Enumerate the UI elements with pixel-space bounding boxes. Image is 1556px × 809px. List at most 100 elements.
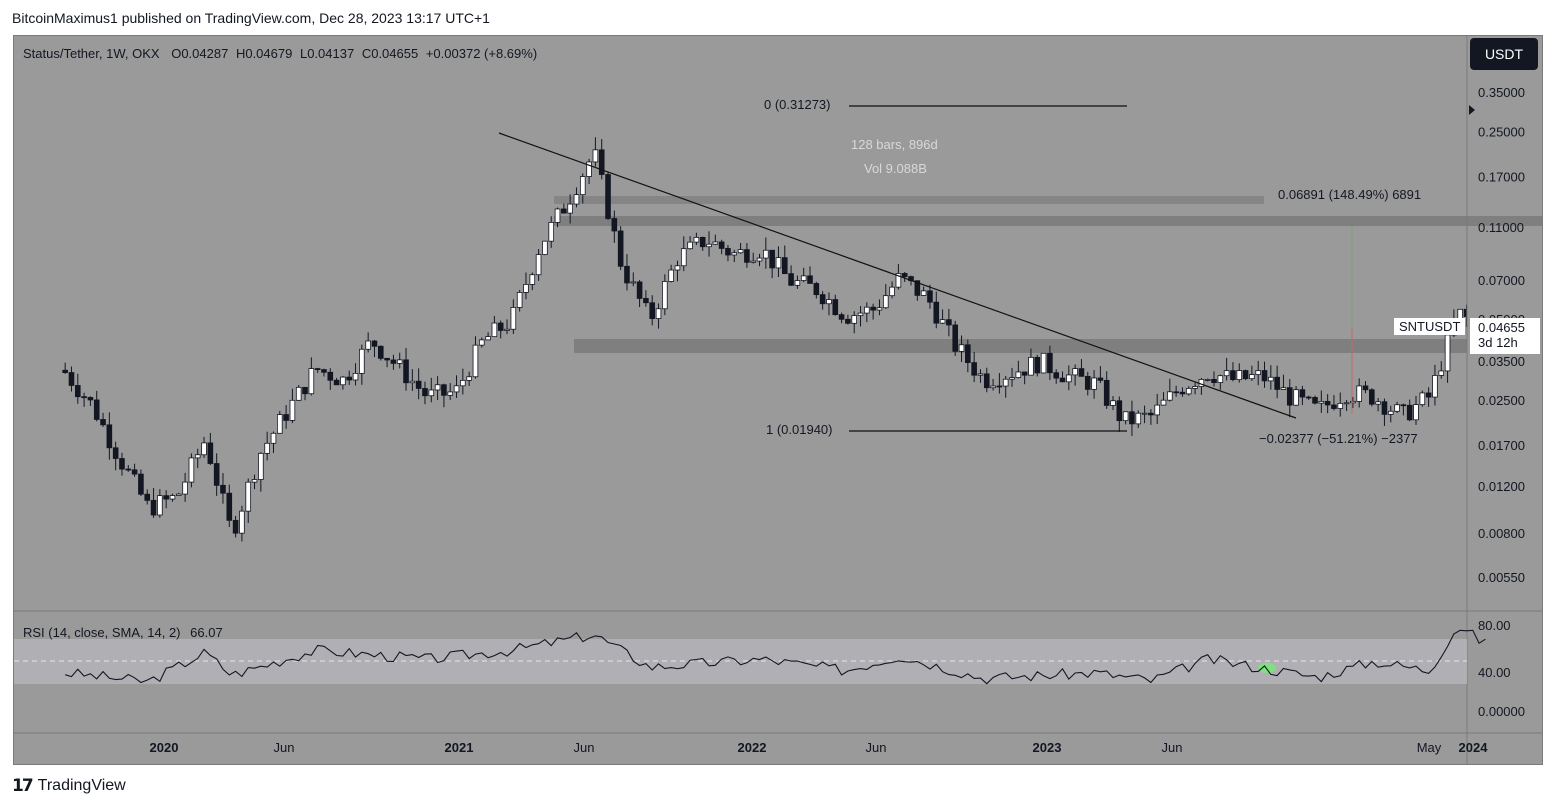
rsi-tick-2: 0.00000 <box>1478 704 1525 719</box>
candle-down <box>996 385 1003 388</box>
candle-up <box>359 348 365 374</box>
candle-down <box>636 281 643 299</box>
candle-down <box>744 249 750 263</box>
candle-down <box>1059 377 1066 383</box>
candle-up <box>756 257 763 262</box>
candle-up <box>239 510 245 534</box>
resistance-zone-middle <box>554 196 1264 204</box>
candle-down <box>1078 368 1085 377</box>
candle-down <box>624 265 630 284</box>
candle-up <box>579 176 586 196</box>
price-pane <box>62 105 1542 542</box>
currency-button[interactable]: USDT <box>1470 38 1538 70</box>
candle-up <box>1192 386 1198 389</box>
candle-down <box>302 386 308 395</box>
candle-up <box>340 376 346 386</box>
candle-down <box>138 473 144 495</box>
candle-up <box>668 269 674 282</box>
candle-up <box>504 328 510 331</box>
candle-down <box>781 257 788 275</box>
candle-down <box>1274 376 1280 390</box>
logo-text: TradingView <box>37 777 126 794</box>
candle-down <box>952 324 959 352</box>
candle-up <box>737 249 744 254</box>
publisher-caption: BitcoinMaximus1 published on TradingView… <box>12 10 490 26</box>
candle-up <box>428 389 435 397</box>
candle-down <box>62 369 68 373</box>
candle-up <box>447 391 454 396</box>
candle-down <box>1331 404 1337 409</box>
candle-up <box>693 236 700 243</box>
candle-up <box>1217 375 1224 383</box>
candle-up <box>1337 403 1344 409</box>
candle-down <box>1173 391 1179 394</box>
candle-down <box>403 359 409 384</box>
candle-up <box>567 203 573 214</box>
candle-down <box>150 499 157 516</box>
candlesticks <box>62 137 1467 542</box>
candle-up <box>295 386 302 401</box>
rsi-tick-1: 40.00 <box>1478 665 1511 680</box>
candle-down <box>226 492 233 521</box>
ohlc-legend: Status/Tether, 1W, OKX O0.04287 H0.04679… <box>23 46 537 61</box>
candle-down <box>1034 356 1041 374</box>
candle-up <box>1141 412 1148 415</box>
candle-up <box>630 281 637 284</box>
candle-up <box>1040 352 1047 374</box>
candle-up <box>655 308 662 319</box>
candle-down <box>611 218 618 232</box>
candle-up <box>175 493 182 496</box>
x-tick-3: Jun <box>574 740 595 755</box>
candle-down <box>1148 412 1154 416</box>
candle-down <box>1299 389 1306 398</box>
candle-up <box>1438 370 1445 376</box>
candle-down <box>725 248 731 256</box>
change-value: +0.00372 (+8.69%) <box>425 46 538 61</box>
candle-down <box>1211 379 1217 383</box>
candle-up <box>472 344 479 378</box>
candle-down <box>1047 352 1053 374</box>
rsi-pane <box>14 629 1486 685</box>
rsi-value: 66.07 <box>190 625 223 640</box>
candle-down <box>220 484 226 494</box>
candle-down <box>163 495 169 500</box>
candle-down <box>1116 400 1123 422</box>
candle-up <box>1066 374 1072 383</box>
chart-frame[interactable]: 0.350000.250000.170000.110000.070000.050… <box>13 35 1543 765</box>
y-tick-4: 0.07000 <box>1478 273 1525 288</box>
candle-up <box>750 260 757 263</box>
candle-up <box>1110 400 1116 406</box>
y-tick-9: 0.01200 <box>1478 479 1525 494</box>
candle-up <box>1343 402 1350 405</box>
candle-up <box>851 315 858 324</box>
candle-up <box>1419 392 1426 406</box>
rsi-line <box>65 629 1486 685</box>
candle-down <box>971 362 977 376</box>
candle-up <box>1394 404 1400 412</box>
candle-down <box>106 424 113 449</box>
tradingview-logo[interactable]: 17 TradingView <box>12 776 126 796</box>
x-tick-9: May <box>1417 740 1442 755</box>
candle-down <box>112 447 119 459</box>
candle-down <box>327 371 334 381</box>
candle-down <box>845 318 851 324</box>
chart-canvas[interactable]: 0.350000.250000.170000.110000.070000.050… <box>14 36 1542 764</box>
fib-label-0: 0 (0.31273) <box>764 97 831 112</box>
candle-down <box>314 368 321 370</box>
candle-down <box>333 379 340 386</box>
candle-down <box>1305 396 1312 399</box>
candle-up <box>1255 370 1261 375</box>
y-tick-8: 0.01700 <box>1478 438 1525 453</box>
candle-up <box>731 252 738 256</box>
x-tick-1: Jun <box>274 740 295 755</box>
candle-up <box>516 292 523 308</box>
candle-up <box>712 241 719 245</box>
candle-up <box>1280 387 1287 390</box>
candle-up <box>1413 404 1419 421</box>
candle-up <box>1160 399 1167 406</box>
rsi-signal-marker <box>1258 663 1276 673</box>
candle-down <box>699 236 706 248</box>
candle-up <box>460 379 466 387</box>
x-tick-7: Jun <box>1162 740 1183 755</box>
x-tick-4: 2022 <box>738 740 767 755</box>
